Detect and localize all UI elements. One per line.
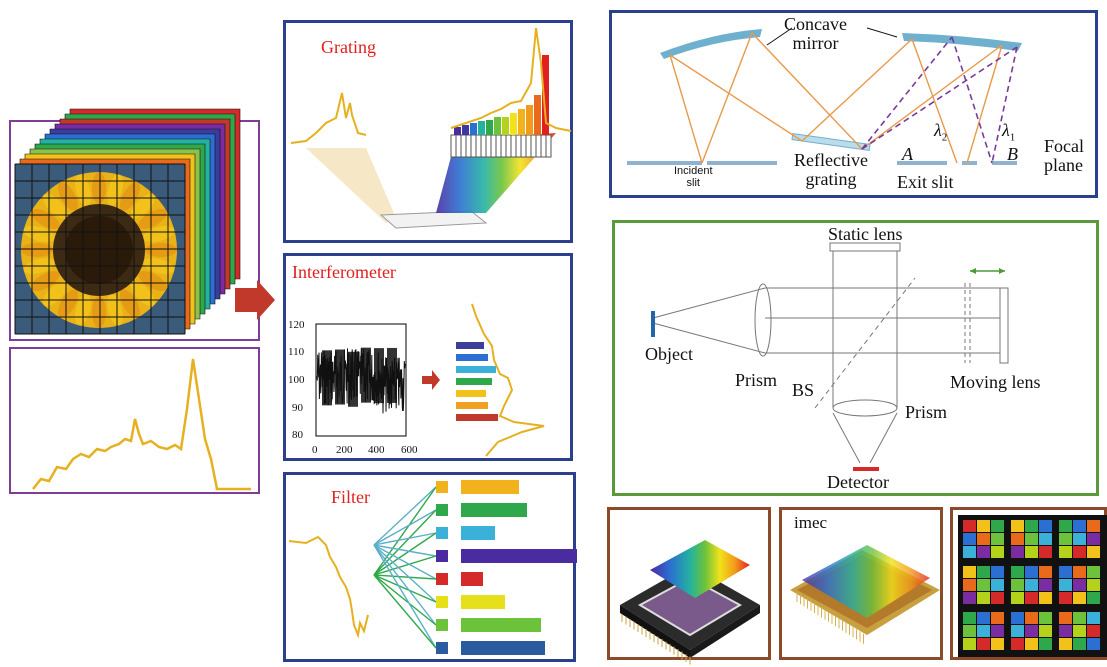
bs-label: BS	[792, 380, 815, 400]
chip-graphic-2	[790, 545, 940, 644]
incident-slit-label: Incident slit	[674, 165, 713, 189]
focal-plane-label: Focal plane	[1044, 136, 1084, 175]
lambda2-label: λ2	[934, 120, 948, 144]
y-tick-120: 120	[288, 319, 305, 331]
interferometer-panel: Interferometer 120 110 100 90 80 0 200 4…	[283, 253, 573, 461]
sensor-panel-2: imec	[779, 507, 943, 660]
y-tick-80: 80	[292, 429, 304, 441]
detector-label: Detector	[827, 472, 889, 492]
exit-slit-label: Exit slit	[897, 172, 954, 192]
filter-diagram	[288, 480, 577, 655]
imec-label: imec	[794, 513, 828, 532]
static-lens-label: Static lens	[828, 224, 903, 244]
sensor-panel-1	[607, 507, 771, 665]
reflective-grating-label: Reflective grating	[794, 150, 868, 189]
object-label: Object	[645, 344, 693, 364]
detector-icon	[853, 467, 879, 471]
interferometer-title: Interferometer	[292, 262, 396, 282]
label-a: A	[902, 144, 913, 164]
x-tick-400: 400	[368, 444, 385, 456]
interferogram-plot: 120 110 100 90 80 0 200 400 600	[288, 303, 545, 457]
object-icon	[651, 311, 655, 337]
x-tick-0: 0	[312, 444, 318, 456]
small-arrow-icon	[422, 370, 440, 390]
grating-diagram	[290, 27, 572, 229]
concave-mirror-label: Concave mirror	[784, 14, 847, 53]
filter-title: Filter	[331, 487, 370, 507]
monochromator-panel: Concave mirror Incident slit Reflective …	[609, 10, 1098, 198]
prism-left-label: Prism	[735, 370, 778, 390]
y-tick-110: 110	[288, 346, 305, 358]
interferometer-setup-diagram	[651, 242, 1009, 471]
y-tick-90: 90	[292, 402, 304, 414]
chip-graphic-1	[620, 540, 760, 665]
label-b: B	[1007, 144, 1018, 164]
red-arrow-icon	[235, 280, 275, 320]
interferometer-setup-panel: Static lens Object Prism BS Prism Moving…	[612, 220, 1099, 496]
spectrum-panel	[9, 347, 260, 494]
hypercube-panel	[9, 108, 260, 341]
lambda1-label: λ1	[1002, 120, 1016, 144]
monochromator-diagram	[627, 27, 1022, 165]
x-tick-600: 600	[401, 444, 418, 456]
mosaic-filter-graphic	[958, 515, 1107, 657]
grating-title: Grating	[321, 37, 376, 57]
spectrum-curve	[32, 358, 251, 491]
prism-bottom-label: Prism	[905, 402, 948, 422]
grating-panel: Grating	[283, 20, 573, 243]
filter-panel: Filter	[283, 472, 577, 662]
y-tick-100: 100	[288, 374, 305, 386]
hypercube-graphic	[14, 108, 241, 335]
x-tick-200: 200	[336, 444, 353, 456]
moving-lens-label: Moving lens	[950, 372, 1041, 392]
sensor-panel-3	[950, 507, 1107, 660]
